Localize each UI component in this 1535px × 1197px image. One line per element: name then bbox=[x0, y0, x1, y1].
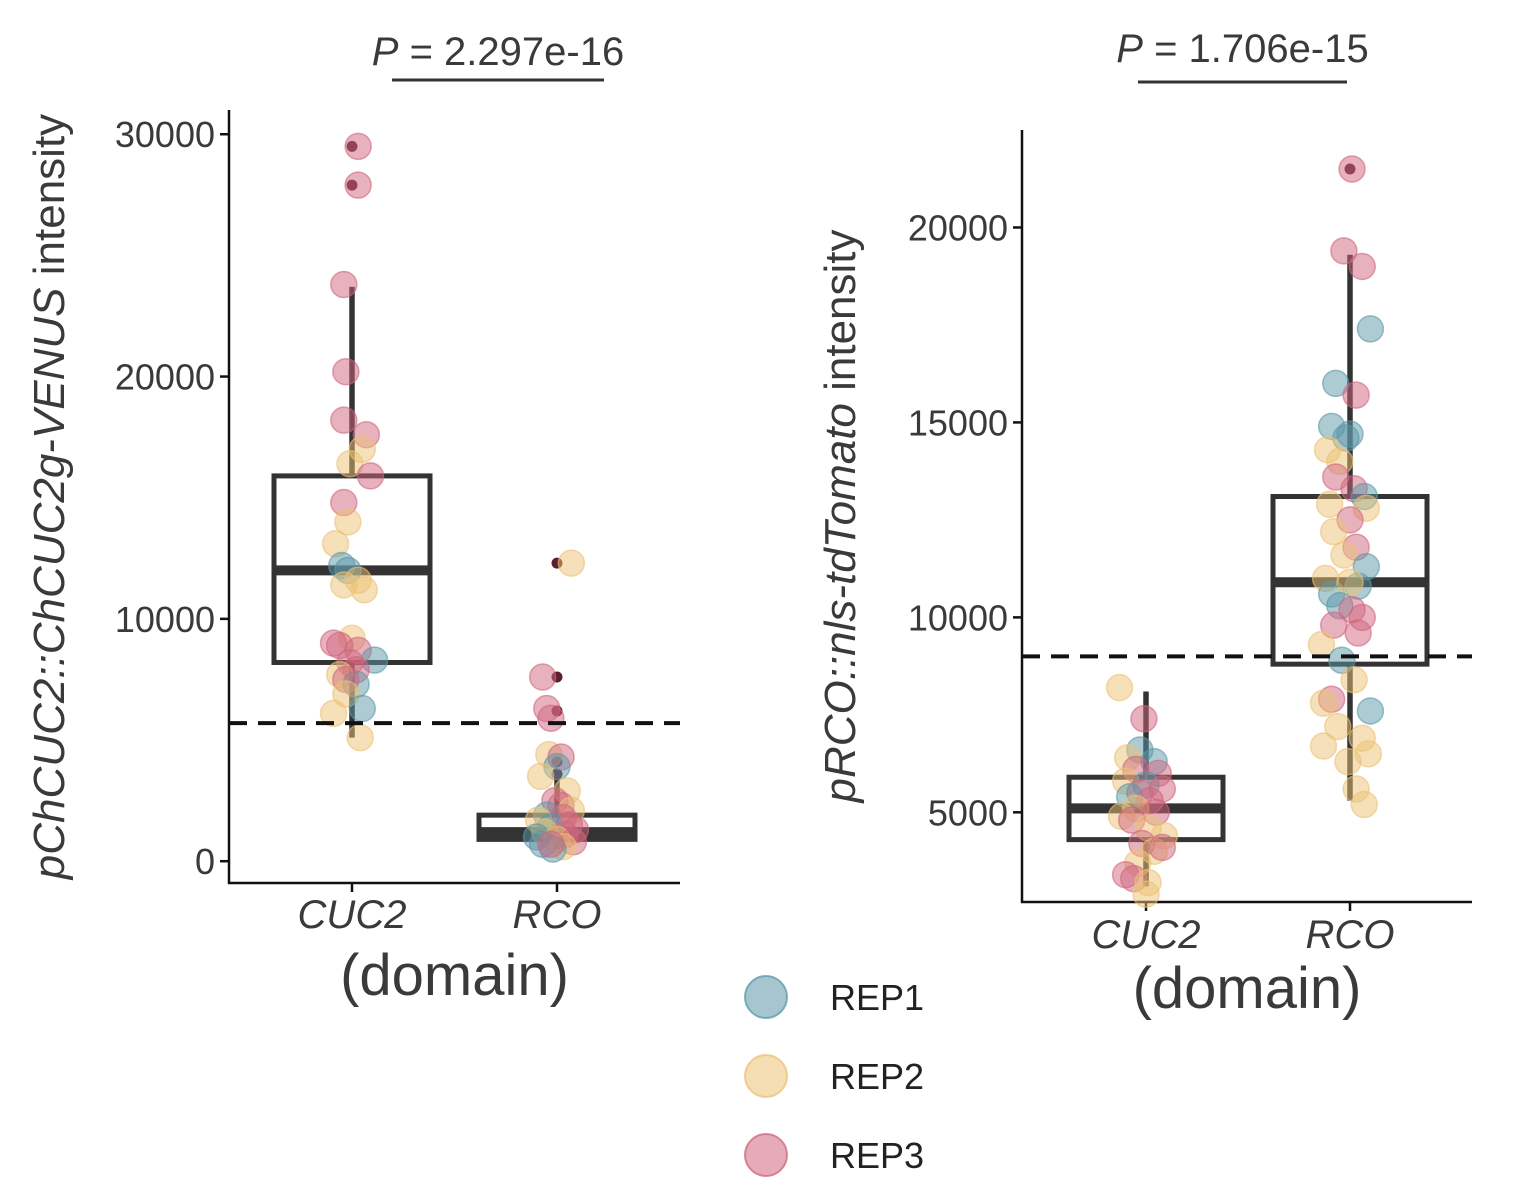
data-point-rep3 bbox=[1148, 833, 1177, 862]
data-point-rep2 bbox=[1336, 568, 1364, 597]
y-axis-title-part-0: pChCUC2::ChCUC2g-VENUS bbox=[25, 287, 74, 881]
data-point-rep1 bbox=[1321, 369, 1350, 398]
legend-swatch bbox=[744, 975, 788, 1019]
data-point-rep2 bbox=[1334, 747, 1362, 776]
data-point-rep2 bbox=[319, 699, 348, 728]
x-tick-label-cuc2: CUC2 bbox=[1092, 913, 1201, 957]
legend-label: REP2 bbox=[830, 1056, 924, 1097]
data-point-rep2 bbox=[1324, 712, 1352, 741]
data-point-rep2 bbox=[1340, 666, 1368, 694]
data-point-rep1 bbox=[1328, 646, 1356, 675]
legend-swatch bbox=[744, 1133, 788, 1177]
data-point-rep1 bbox=[348, 694, 376, 723]
y-tick-label: 20000 bbox=[115, 357, 215, 398]
legend-label: REP1 bbox=[830, 977, 924, 1018]
data-point-rep2 bbox=[1309, 689, 1338, 717]
p-value-symbol: P bbox=[372, 30, 399, 74]
data-point-rep3 bbox=[528, 663, 557, 691]
data-point-rep2 bbox=[557, 549, 586, 577]
panel-rco-tdtomato-intensity: 5000 10000 15000 20000 CUC2 RCO P = 1.706e-15 p… bbox=[816, 27, 1472, 1021]
y-tick-label: 0 bbox=[195, 841, 215, 882]
legend-label: REP3 bbox=[830, 1135, 924, 1176]
data-point-rep2 bbox=[334, 508, 362, 536]
y-axis-title-part-1: intensity bbox=[816, 229, 865, 403]
y-tick-label: 10000 bbox=[908, 597, 1008, 638]
y-tick-label: 10000 bbox=[115, 599, 215, 640]
data-point-rep3 bbox=[537, 830, 565, 858]
legend: REP1 REP2 REP3 bbox=[744, 975, 924, 1177]
p-value-label: P = 2.297e-16 bbox=[372, 30, 624, 74]
data-point-rep3 bbox=[1130, 704, 1158, 733]
data-point-rep3 bbox=[330, 270, 358, 299]
legend-item-rep3: REP3 bbox=[744, 1133, 924, 1177]
data-point-rep1 bbox=[1356, 315, 1385, 343]
y-axis-title: pRCO::nls-tdTomato intensity bbox=[816, 229, 865, 804]
data-point-rep3 bbox=[537, 704, 565, 732]
data-point-rep2 bbox=[1105, 673, 1134, 702]
p-value-symbol: P bbox=[1116, 27, 1143, 71]
data-point-rep2 bbox=[1315, 490, 1344, 519]
y-axis-title: pChCUC2::ChCUC2g-VENUS intensity bbox=[25, 114, 74, 881]
data-point-rep3 bbox=[330, 406, 358, 434]
data-point-rep2 bbox=[350, 576, 379, 604]
data-point-rep2 bbox=[1319, 517, 1348, 546]
p-value-label: P = 1.706e-15 bbox=[1116, 27, 1368, 71]
x-axis-title: (domain) bbox=[340, 943, 569, 1008]
x-axis-title: (domain) bbox=[1133, 956, 1362, 1021]
legend-swatch bbox=[744, 1054, 788, 1098]
x-tick-label-cuc2: CUC2 bbox=[298, 893, 407, 937]
y-tick-label: 5000 bbox=[928, 792, 1008, 833]
data-point-rep3 bbox=[344, 171, 372, 199]
legend-item-rep1: REP1 bbox=[744, 975, 924, 1019]
data-point-rep3 bbox=[1338, 155, 1366, 183]
panel-cuc2-venus-intensity: 0 10000 20000 30000 CUC2 RCO P = 2.297e-16 pChC… bbox=[25, 30, 680, 1008]
x-tick-label-rco: RCO bbox=[513, 893, 602, 937]
data-point-rep2 bbox=[346, 723, 374, 752]
legend-item-rep2: REP2 bbox=[744, 1054, 924, 1098]
y-tick-label: 15000 bbox=[908, 402, 1008, 443]
data-point-rep3 bbox=[1348, 252, 1376, 281]
data-point-rep2 bbox=[1350, 790, 1379, 819]
x-tick-label-rco: RCO bbox=[1306, 913, 1395, 957]
data-point-rep3 bbox=[1330, 237, 1358, 265]
p-value-number: = 1.706e-15 bbox=[1143, 27, 1369, 71]
data-point-rep3 bbox=[1344, 619, 1372, 647]
data-point-rep2 bbox=[336, 450, 364, 478]
data-point-rep2 bbox=[1132, 880, 1160, 908]
y-tick-label: 20000 bbox=[908, 207, 1008, 248]
y-axis-title-part-0: pRCO::nls-tdTomato bbox=[816, 403, 865, 804]
data-point-rep3 bbox=[356, 462, 385, 490]
data-point-rep2 bbox=[526, 762, 555, 791]
y-axis-title-part-1: intensity bbox=[25, 114, 74, 288]
data-point-rep2 bbox=[1309, 732, 1338, 760]
data-point-rep2 bbox=[1330, 541, 1358, 569]
p-value-number: = 2.297e-16 bbox=[398, 30, 624, 74]
y-tick-label: 30000 bbox=[115, 114, 215, 155]
data-point-rep1 bbox=[1356, 697, 1385, 725]
data-point-rep3 bbox=[1342, 381, 1370, 409]
data-point-rep3 bbox=[1319, 611, 1348, 639]
data-point-rep3 bbox=[332, 357, 360, 386]
data-point-rep3 bbox=[344, 132, 372, 161]
